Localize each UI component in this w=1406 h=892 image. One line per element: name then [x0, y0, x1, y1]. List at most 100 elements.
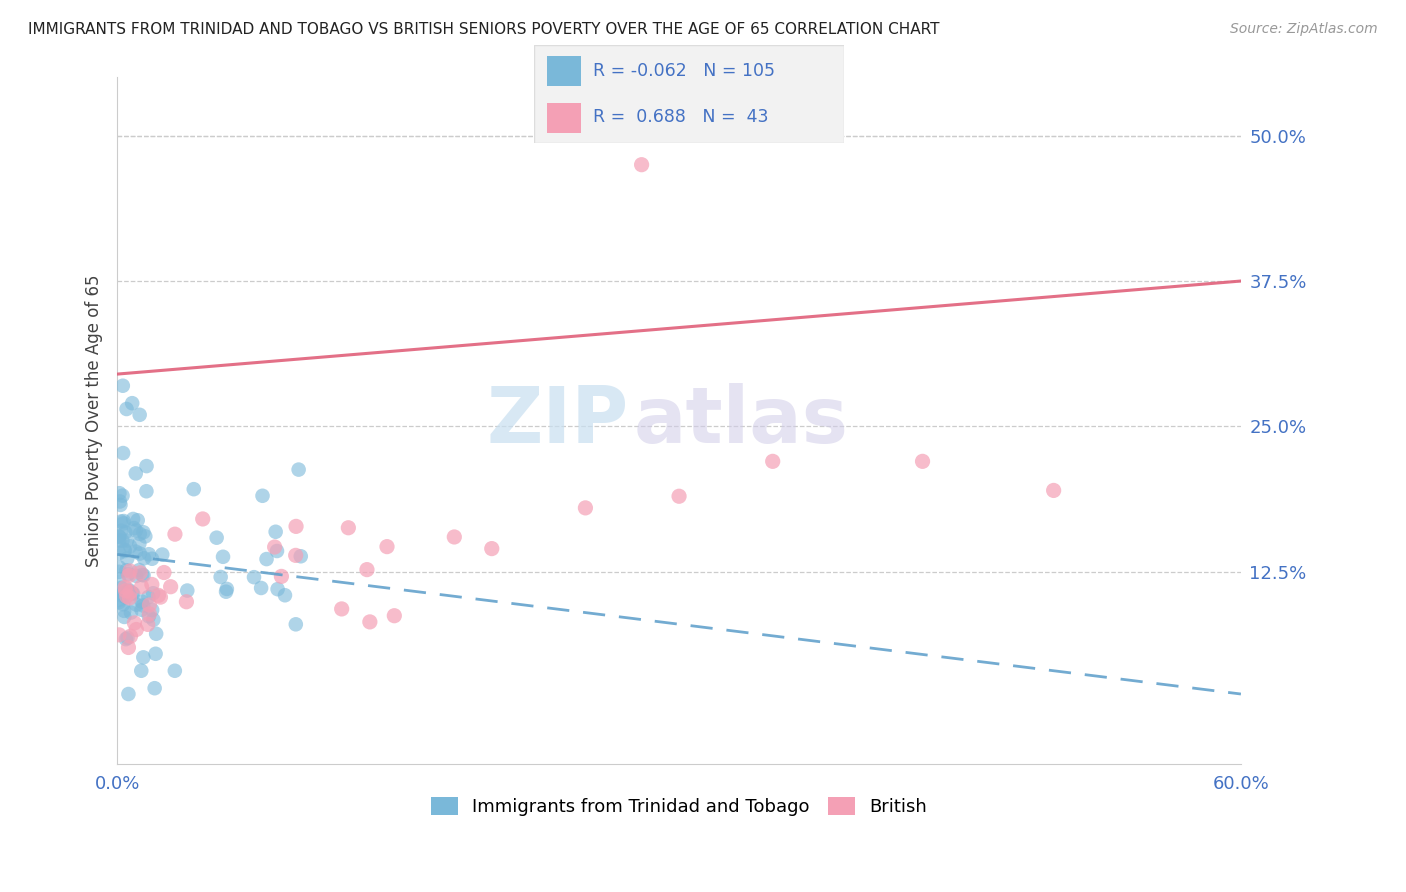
Point — [382, 608, 405, 623]
Point — [176, 583, 198, 598]
Y-axis label: Seniors Poverty Over the Age of 65: Seniors Poverty Over the Age of 65 — [86, 275, 103, 567]
Point — [359, 615, 381, 629]
Point — [142, 586, 165, 600]
Point — [135, 459, 157, 474]
Point — [108, 530, 131, 544]
Point — [274, 588, 297, 602]
Point — [115, 533, 138, 548]
Point — [443, 530, 465, 544]
Point — [215, 582, 238, 596]
FancyBboxPatch shape — [547, 56, 581, 86]
Point — [215, 584, 238, 599]
Point — [117, 551, 139, 566]
Point — [108, 546, 131, 560]
Point — [125, 598, 148, 612]
Point — [136, 617, 159, 632]
Point — [630, 158, 652, 172]
Point — [120, 539, 142, 553]
Point — [284, 617, 307, 632]
Point — [121, 586, 143, 600]
Point — [114, 590, 136, 604]
Point — [142, 613, 165, 627]
Point — [124, 615, 146, 630]
Point — [132, 525, 155, 540]
Point — [125, 569, 148, 583]
Text: R =  0.688   N =  43: R = 0.688 N = 43 — [593, 108, 769, 126]
Point — [112, 586, 135, 600]
Point — [111, 533, 134, 548]
Point — [112, 514, 135, 528]
Text: R = -0.062   N = 105: R = -0.062 N = 105 — [593, 62, 775, 80]
Point — [115, 632, 138, 647]
Point — [128, 537, 150, 551]
Point — [183, 482, 205, 496]
Point — [118, 582, 141, 597]
Point — [138, 609, 160, 624]
Point — [108, 494, 131, 508]
Point — [127, 513, 149, 527]
Point — [212, 549, 235, 564]
Point — [138, 547, 160, 561]
Point — [138, 607, 160, 621]
Text: atlas: atlas — [634, 383, 849, 458]
Point — [252, 489, 274, 503]
Point — [356, 563, 378, 577]
Point — [108, 533, 131, 548]
Point — [243, 570, 266, 584]
Text: ZIP: ZIP — [486, 383, 628, 458]
Point — [118, 584, 141, 599]
Point — [120, 606, 142, 620]
Point — [129, 566, 152, 580]
Point — [128, 408, 150, 422]
Point — [337, 521, 360, 535]
Point — [108, 574, 131, 589]
Point — [159, 580, 181, 594]
Point — [111, 587, 134, 601]
Point — [120, 585, 142, 599]
Point — [143, 681, 166, 696]
Point — [114, 544, 136, 558]
Point — [290, 549, 312, 564]
Point — [264, 524, 287, 539]
Point — [117, 567, 139, 582]
Text: IMMIGRANTS FROM TRINIDAD AND TOBAGO VS BRITISH SENIORS POVERTY OVER THE AGE OF 6: IMMIGRANTS FROM TRINIDAD AND TOBAGO VS B… — [28, 22, 939, 37]
Point — [176, 595, 198, 609]
Point — [120, 629, 142, 643]
Point — [108, 529, 131, 543]
Point — [145, 647, 167, 661]
Point — [118, 568, 141, 582]
Point — [114, 525, 136, 540]
Text: Source: ZipAtlas.com: Source: ZipAtlas.com — [1230, 22, 1378, 37]
Point — [209, 570, 232, 584]
Point — [131, 567, 153, 582]
Point — [285, 519, 308, 533]
Point — [117, 631, 139, 645]
Point — [122, 586, 145, 600]
Point — [131, 594, 153, 608]
Point — [114, 583, 136, 598]
Point — [111, 378, 134, 392]
Point — [138, 590, 160, 604]
Point — [115, 589, 138, 603]
Point — [121, 396, 143, 410]
Point — [110, 498, 132, 512]
Point — [114, 581, 136, 595]
Point — [131, 603, 153, 617]
Point — [163, 664, 186, 678]
Point — [132, 599, 155, 613]
Point — [148, 588, 170, 602]
Point — [132, 551, 155, 566]
Point — [163, 527, 186, 541]
Point — [108, 628, 131, 642]
Point — [125, 524, 148, 538]
Point — [131, 580, 153, 594]
Point — [287, 462, 309, 476]
Point — [112, 604, 135, 618]
Point — [1042, 483, 1064, 498]
Point — [112, 589, 135, 603]
Point — [111, 489, 134, 503]
Point — [122, 521, 145, 535]
Point — [149, 590, 172, 604]
Point — [574, 500, 596, 515]
Point — [118, 564, 141, 578]
